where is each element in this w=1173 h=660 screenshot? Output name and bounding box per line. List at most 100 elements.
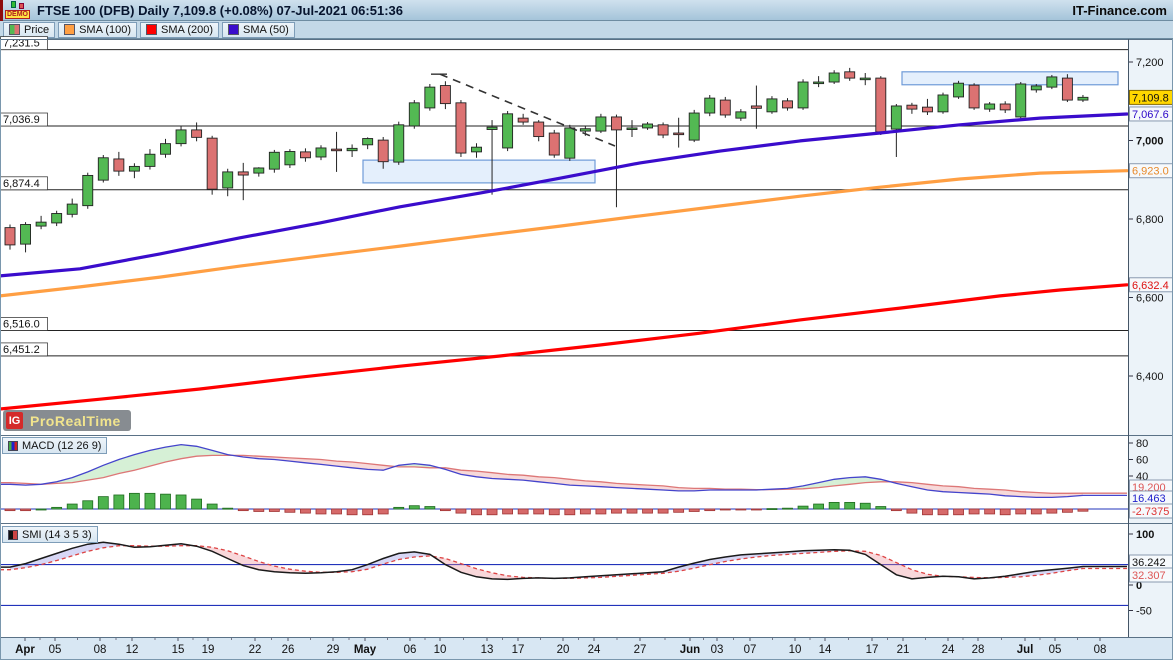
candle <box>688 109 700 143</box>
candle <box>937 92 949 114</box>
sma-50-line[interactable] <box>0 112 1129 278</box>
candle-body <box>533 121 545 138</box>
date-label: 05 <box>1049 644 1062 656</box>
candle <box>284 149 296 168</box>
smi-band-fill <box>367 558 384 570</box>
candle-body <box>890 105 902 130</box>
candle <box>113 151 125 176</box>
candle-body <box>4 227 16 246</box>
macd-histogram-bar <box>284 508 296 513</box>
smi-indicator-chip[interactable]: SMI (14 3 5 3) <box>2 526 98 543</box>
sma50-swatch-icon <box>228 24 239 35</box>
price-level-label: 7,036.9 <box>3 114 40 126</box>
sma-100-line[interactable] <box>0 169 1129 298</box>
plot-background[interactable] <box>0 39 1128 637</box>
sma-200-line[interactable] <box>0 283 1129 411</box>
candle <box>35 215 47 230</box>
candle-body <box>517 117 529 123</box>
price-level-label: 6,516.0 <box>3 318 40 330</box>
candle-body <box>331 148 342 152</box>
price-level-label: 7,231.5 <box>3 38 40 50</box>
candlestick-series[interactable] <box>4 67 1089 253</box>
candle-body <box>300 151 311 159</box>
candle <box>253 167 265 177</box>
macd-band-fill <box>461 470 477 477</box>
candle <box>611 114 622 208</box>
candle-body <box>1015 83 1027 118</box>
macd-panel[interactable] <box>0 443 1128 516</box>
price-axis[interactable]: 7,200 7,000 6,800 6,600 6,400 7,109.8 7,067.6 6… <box>1128 57 1173 618</box>
provider-link[interactable]: IT-Finance.com <box>1072 2 1167 18</box>
macd-histogram-bar <box>984 508 996 515</box>
trendline-dashed[interactable] <box>439 73 616 147</box>
candle-body <box>735 111 747 119</box>
smi-axis-label: 0 <box>1136 580 1142 592</box>
time-axis[interactable]: Apr 05 08 12 15 19 22 26 29 May 06 10 13 17 20 24 27 Jun 0… <box>15 637 1106 656</box>
macd-histogram-bar <box>828 501 840 510</box>
macd-line <box>0 443 1127 499</box>
macd-histogram-bar <box>486 508 498 516</box>
macd-band-fill <box>834 477 850 486</box>
candle-body <box>844 71 856 79</box>
candle <box>673 117 685 148</box>
candle <box>408 100 420 129</box>
smi-band-fill <box>103 542 119 548</box>
price-panel[interactable]: 7,231.5 7,036.9 6,874.4 6,516.0 6,451.2 <box>0 36 1129 411</box>
macd-histogram-bar <box>439 508 451 512</box>
macd-histogram-bar <box>719 508 731 511</box>
candle <box>782 98 793 111</box>
smi-panel[interactable] <box>0 541 1128 606</box>
candle-body <box>237 171 249 176</box>
candle-body <box>984 103 996 110</box>
legend-chip-sma100[interactable]: SMA (100) <box>58 21 138 38</box>
candle <box>439 81 451 110</box>
candle-body <box>813 81 825 85</box>
candle-body <box>222 171 234 189</box>
candle <box>160 138 171 158</box>
legend-chip-sma200[interactable]: SMA (200) <box>140 21 219 38</box>
macd-histogram-bar <box>97 496 109 510</box>
legend-bar: Price SMA (100) SMA (200) SMA (50) <box>0 21 1173 39</box>
candle <box>533 120 545 142</box>
smi-chip-label: SMI (14 3 5 3) <box>22 528 92 541</box>
macd-indicator-chip[interactable]: MACD (12 26 9) <box>2 437 108 454</box>
smi-band-fill <box>25 558 42 568</box>
candle-body <box>564 127 576 159</box>
candle <box>268 149 280 173</box>
candle <box>362 137 374 150</box>
legend-chip-sma50[interactable]: SMA (50) <box>222 21 295 38</box>
date-label: 19 <box>202 644 215 656</box>
annotation-zone[interactable] <box>901 71 1119 86</box>
macd-band-fill <box>181 444 197 459</box>
candle-body <box>471 146 482 153</box>
date-label: 29 <box>327 644 340 656</box>
time-axis-strip[interactable] <box>0 637 1173 660</box>
smi-band-fill <box>258 561 275 572</box>
date-label: 06 <box>404 644 417 656</box>
candle-body <box>346 147 358 152</box>
smi-axis-label: 100 <box>1136 529 1154 541</box>
macd-histogram-bar <box>657 508 669 514</box>
candle <box>300 148 311 162</box>
candle <box>828 70 840 84</box>
candle <box>953 80 964 99</box>
macd-band-fill <box>134 450 150 471</box>
macd-band-fill <box>165 444 182 462</box>
macd-histogram-bar <box>35 508 47 511</box>
smi-badge: 36.242 <box>1132 557 1166 569</box>
candle-body <box>626 127 638 130</box>
candle-body <box>766 98 778 113</box>
legend-chip-price[interactable]: Price <box>3 21 56 38</box>
macd-band-fill <box>974 488 990 495</box>
candle <box>66 198 78 218</box>
macd-histogram-bar <box>408 505 420 510</box>
macd-band-fill <box>507 474 524 481</box>
price-axis-strip[interactable] <box>1128 39 1173 637</box>
smi-axis-label: -50 <box>1136 606 1152 618</box>
candle <box>144 149 156 170</box>
candle-body <box>657 124 669 136</box>
macd-histogram-bar <box>191 498 203 510</box>
macd-histogram-bar <box>517 508 529 515</box>
price-axis-label: 7,000 <box>1136 136 1164 148</box>
